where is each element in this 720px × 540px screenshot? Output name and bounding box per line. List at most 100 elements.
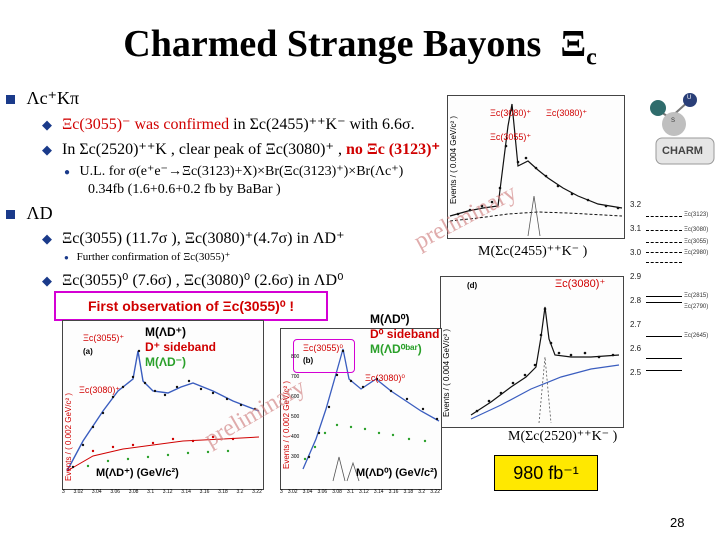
y-tick: 800 <box>291 354 300 360</box>
level-tick: 3.0 <box>630 248 642 257</box>
plot-left-label-3080: Ξc(3080)⁺ <box>79 385 121 395</box>
ball-u-label: U <box>687 95 692 101</box>
legend-right-item-2: D⁰ sideband <box>370 327 440 341</box>
legend-left-item-3: M(ΛD⁻) <box>145 355 186 369</box>
plot-right-yticks: 800 700 600 500 400 300 <box>291 347 299 467</box>
y-tick: 700 <box>291 374 300 380</box>
lambda-d-zero-text: Ξc(3055)⁰ (7.6σ) , Ξc(3080)⁰ (2.6σ) in Λ… <box>62 272 344 289</box>
histogram-lambda-d-zero-svg <box>302 348 440 482</box>
banner-symbol: Ξc(3055)⁰ ! <box>222 298 294 314</box>
level-label: Ξc(3080) <box>684 227 709 233</box>
sub-sub-bullet-upper-limit: ● U.L. for σ(e⁺e⁻→Ξc(3123)+X)×Br(Ξc(3123… <box>64 163 403 180</box>
sub-bullet-lambda-d-zero: ◆ Ξc(3055)⁰ (7.6σ) , Ξc(3080)⁰ (2.6σ) in… <box>42 270 344 290</box>
diamond-bullet-icon: ◆ <box>42 273 52 288</box>
level-line <box>646 230 682 231</box>
x-tick: 3.18 <box>218 489 228 495</box>
bullet-text: ΛD <box>26 203 53 223</box>
plot-right-label-3080: Ξc(3080)⁰ <box>365 373 405 383</box>
plot-left-ylabel: Events / ( 0.002 GeV/c² ) <box>64 392 73 481</box>
title-text: Charmed Strange Bayons <box>123 23 542 65</box>
level-tick: 2.8 <box>630 296 642 305</box>
highlight-circle <box>293 339 355 373</box>
x-tick: 3.08 <box>332 489 342 495</box>
x-tick: 3.06 <box>317 489 328 495</box>
x-tick: 3 <box>62 489 65 495</box>
level-line <box>646 358 682 359</box>
legend-left: M(ΛD⁺) D⁺ sideband M(ΛD⁻) <box>145 325 216 370</box>
plot-sigma-c-2455-k: Events / ( 0.004 GeV/c² ) Ξc(3080)⁺ Ξc(3… <box>447 95 625 239</box>
histogram-lambda-d-plus-svg <box>66 349 260 472</box>
diamond-bullet-icon: ◆ <box>42 231 52 246</box>
histogram-2520-svg <box>470 306 620 424</box>
y-tick: 600 <box>291 394 300 400</box>
legend-left-item-2: D⁺ sideband <box>145 340 217 354</box>
clear-peak-text: In Σc(2520)⁺⁺K , clear peak of Ξc(3080)⁺… <box>62 141 342 158</box>
plot-top-label-3080-b: Ξc(3080)⁺ <box>546 108 588 118</box>
level-line <box>646 242 682 243</box>
level-line <box>646 302 682 303</box>
x-tick: 3.14 <box>373 489 384 495</box>
plot-lambda-d-plus: Events / ( 0.002 GeV/c² ) Ξc(3055)⁺ (a) … <box>62 320 264 490</box>
x-tick: 3.2 <box>236 489 244 495</box>
dot-bullet-icon: ● <box>64 253 69 262</box>
level-label: Ξc(3123) <box>684 212 709 218</box>
legend-right-item-1: M(ΛD⁰) <box>370 312 410 326</box>
plot-left-xticks: 3 3.02 3.04 3.06 3.08 3.1 3.12 3.14 3.16 3.18 3.2 3… <box>62 489 262 495</box>
level-label: Ξc(2790) <box>684 304 709 310</box>
histogram-2455-svg <box>449 103 623 237</box>
level-line <box>646 262 682 263</box>
x-tick: 3.22 <box>430 489 440 495</box>
legend-right: M(ΛD⁰) D⁰ sideband M(ΛD⁰ᵇᵃʳ) <box>370 312 440 357</box>
banner-text: First observation of <box>87 298 219 314</box>
no-peak-red-text: no Ξc (3123)⁺ <box>345 141 440 158</box>
sub-bullet-clear-peak: ◆ In Σc(2520)⁺⁺K , clear peak of Ξc(3080… <box>42 139 440 159</box>
level-tick: 3.2 <box>630 200 642 209</box>
x-tick: 3.12 <box>359 489 369 495</box>
level-line <box>646 296 682 297</box>
page-number: 28 <box>670 515 685 530</box>
level-label: Ξc(2645) <box>684 333 709 339</box>
level-label: Ξc(2980) <box>684 250 709 256</box>
level-label: Ξc(2815) <box>684 293 709 299</box>
x-tick: 3.04 <box>302 489 313 495</box>
upper-limit-text: U.L. for σ(e⁺e⁻→Ξc(3123)+X)×Br(Ξc(3123)⁺… <box>79 164 404 179</box>
square-bullet-icon <box>6 210 15 220</box>
lambda-d-plus-text: Ξc(3055) (11.7σ ), Ξc(3080)⁺(4.7σ) in ΛD… <box>62 230 345 247</box>
y-tick: 400 <box>291 434 300 440</box>
x-tick: 3.1 <box>347 489 354 495</box>
plot-sigma-c-2520-k: Events / ( 0.004 GeV/c² ) (d) Ξc(3080)⁺ <box>440 276 624 428</box>
legend-right-item-3: M(ΛD⁰ᵇᵃʳ) <box>370 342 422 356</box>
plot-mid-panel: (d) <box>467 281 478 290</box>
plot-lambda-d-zero: Events / ( 0.002 GeV/c² ) Ξc(3055)⁰ (b) … <box>280 328 442 490</box>
plot-top-label-3080: Ξc(3080)⁺ <box>490 108 532 118</box>
level-tick: 2.6 <box>630 344 642 353</box>
confirmed-rest-text: in Σc(2455)⁺⁺K⁻ with 6.6σ. <box>233 116 415 133</box>
plot-top-xlabel: M(Σc(2455)⁺⁺K⁻ ) <box>478 244 588 259</box>
x-tick: 3.02 <box>73 489 84 495</box>
level-diagram: 3.2 3.1 3.0 2.9 2.8 2.7 2.6 2.5 Ξc(3123)… <box>630 198 718 386</box>
bullet-lambda-c-k-pi: Λc⁺Kπ <box>6 88 79 109</box>
charm-balls-svg <box>650 93 715 165</box>
x-tick: 3.14 <box>181 489 191 495</box>
confirmed-red-text: Ξc(3055)⁻ was confirmed <box>62 116 230 133</box>
plot-left-label-3055: Ξc(3055)⁺ <box>83 333 125 343</box>
plot-top-ylabel: Events / ( 0.004 GeV/c² ) <box>449 115 458 204</box>
first-observation-banner: First observation of Ξc(3055)⁰ ! <box>54 291 328 321</box>
level-label: Ξc(3055) <box>684 239 709 245</box>
x-tick: 3.08 <box>128 489 139 495</box>
level-tick: 2.7 <box>630 320 642 329</box>
plot-right-xticks: 3 3.02 3.04 3.06 3.08 3.1 3.12 3.14 3.16 3.18 3.2 3… <box>280 489 440 495</box>
plot-mid-ylabel: Events / ( 0.004 GeV/c² ) <box>442 328 451 417</box>
level-tick: 2.9 <box>630 272 642 281</box>
title-symbol: Ξ <box>560 23 587 65</box>
confirmation-text: Further confirmation of Ξc(3055)⁺ <box>76 251 231 263</box>
x-tick: 3.12 <box>162 489 173 495</box>
x-tick: 3 <box>280 489 283 495</box>
plot-right-panel: (b) <box>303 356 314 365</box>
x-tick: 3.22 <box>252 489 262 495</box>
level-line <box>646 252 682 253</box>
x-tick: 3.02 <box>287 489 298 495</box>
plot-right-label-3055: Ξc(3055)⁰ <box>303 343 343 353</box>
upper-limit-line2: 0.34fb (1.6+0.6+0.2 fb by BaBar ) <box>88 182 281 197</box>
y-tick: 500 <box>291 414 300 420</box>
